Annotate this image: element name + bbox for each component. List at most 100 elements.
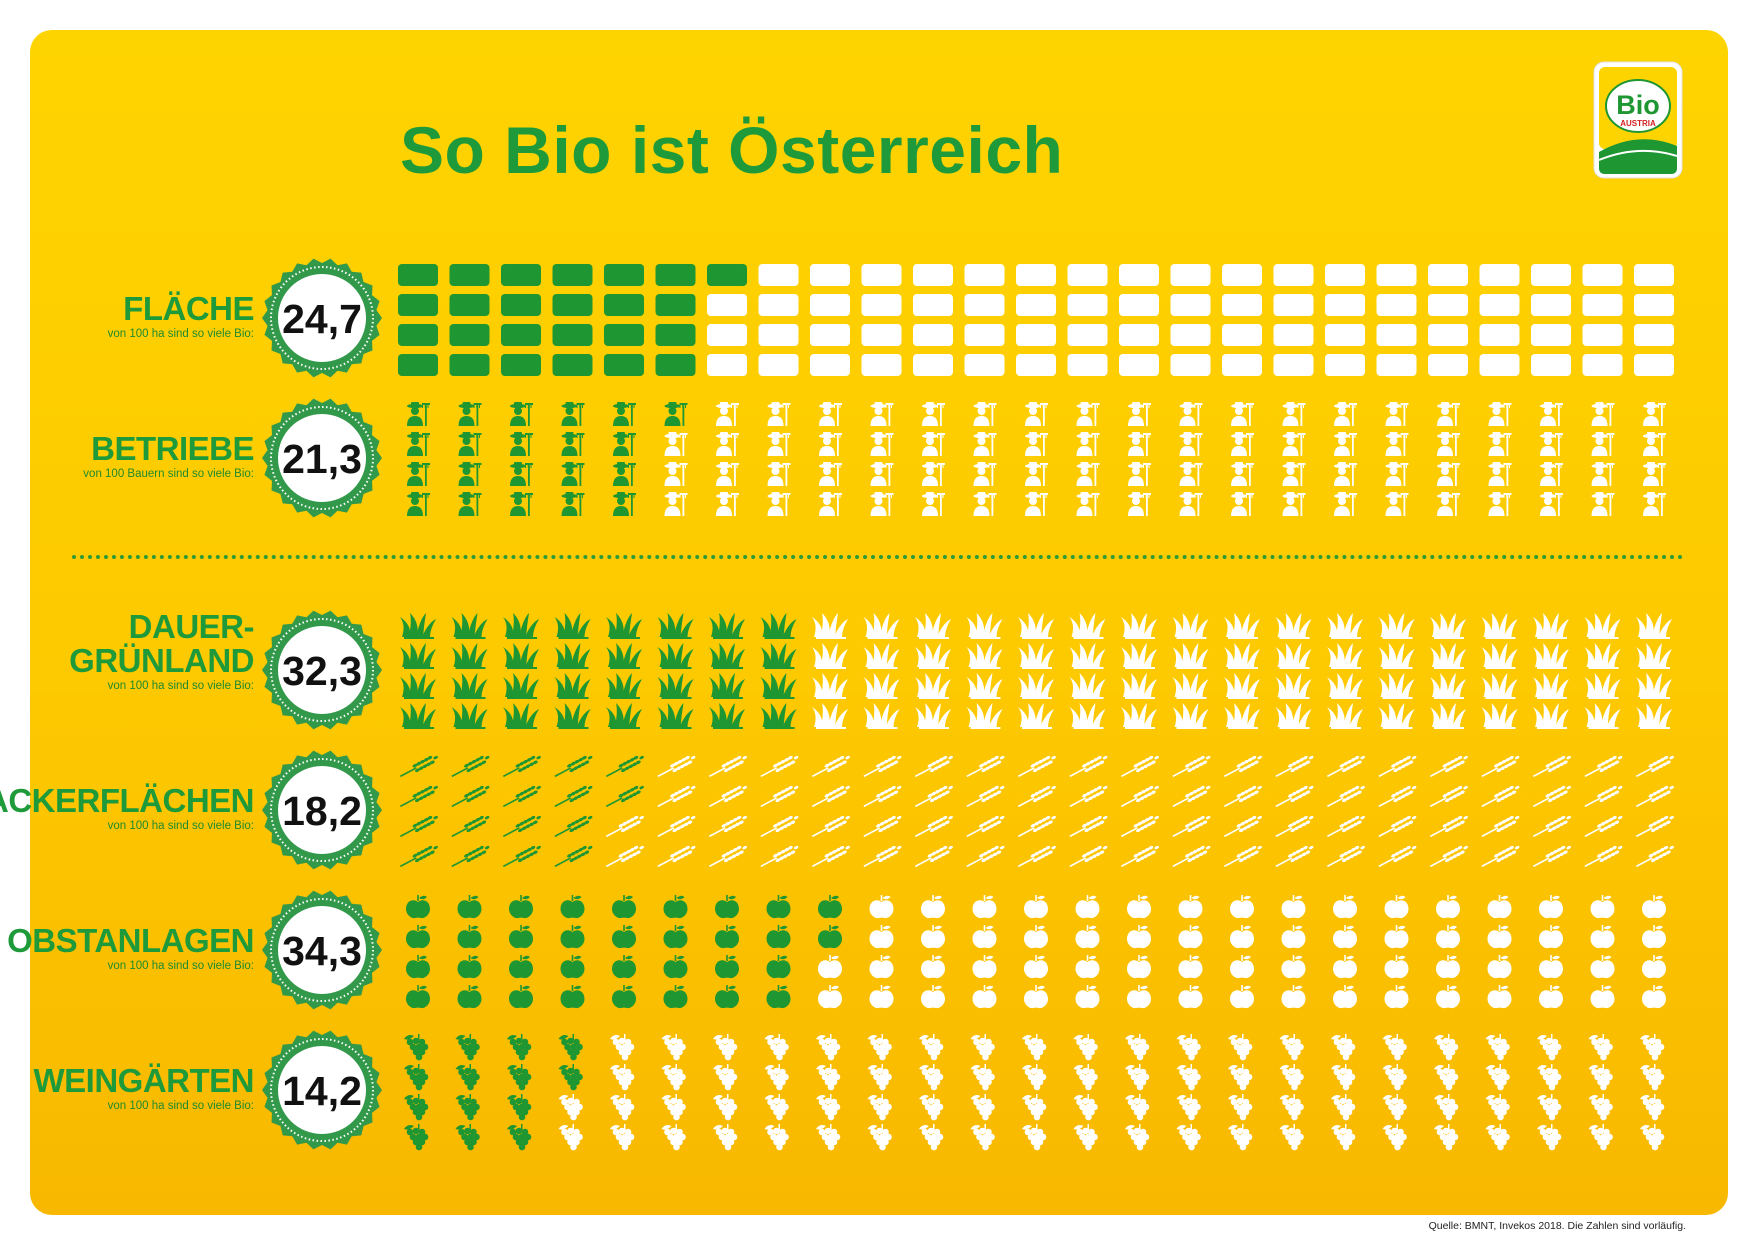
apple-icon xyxy=(457,895,482,919)
apple-icon xyxy=(715,985,739,1009)
farmer-icon xyxy=(973,462,997,486)
grass-icon xyxy=(863,613,900,639)
area-square-icon xyxy=(810,324,850,346)
area-square-icon xyxy=(861,354,902,376)
area-square-icon xyxy=(707,324,747,346)
apple-icon xyxy=(1178,895,1203,919)
wheat-icon xyxy=(1069,845,1108,868)
wheat-icon xyxy=(1223,755,1262,778)
apple-icon xyxy=(1487,895,1512,919)
area-square-icon xyxy=(1531,354,1571,376)
grapes-icon xyxy=(1537,1094,1562,1121)
area-square-icon xyxy=(604,264,644,286)
area-square-icon xyxy=(1531,264,1571,286)
area-square-icon xyxy=(501,264,541,286)
grapes-icon xyxy=(1125,1034,1150,1061)
area-square-icon xyxy=(1222,264,1262,286)
area-square-icon xyxy=(655,324,696,346)
farmer-icon xyxy=(510,402,533,426)
farmer-icon xyxy=(407,462,430,486)
row-label: WEINGÄRTEN xyxy=(33,1062,255,1099)
area-square-icon xyxy=(1016,354,1056,376)
farmer-icon xyxy=(1385,432,1409,456)
wheat-icon xyxy=(1017,845,1056,868)
apple-icon xyxy=(612,925,636,949)
grass-icon xyxy=(1018,643,1054,669)
wheat-icon xyxy=(1429,755,1468,778)
grass-icon xyxy=(400,613,436,639)
apple-icon xyxy=(1384,985,1409,1009)
row-subtitle: von 100 ha sind so viele Bio: xyxy=(107,1100,254,1112)
wheat-icon xyxy=(1532,845,1571,868)
wheat-icon xyxy=(605,845,644,868)
apple-icon xyxy=(818,895,842,919)
apple-icon xyxy=(869,955,894,979)
farmer-icon xyxy=(870,462,894,486)
area-square-icon xyxy=(1531,324,1571,346)
area-square-icon xyxy=(1119,294,1159,316)
grapes-icon xyxy=(404,1064,429,1091)
area-square-icon xyxy=(1016,324,1056,346)
wheat-icon xyxy=(708,755,747,778)
wheat-icon xyxy=(760,755,799,778)
wheat-icon xyxy=(1223,815,1262,838)
apple-icon xyxy=(1642,955,1666,979)
farmer-icon xyxy=(1488,402,1512,426)
grapes-icon xyxy=(1022,1064,1047,1091)
farmer-icon xyxy=(1591,432,1615,456)
row-subtitle: von 100 Bauern sind so viele Bio: xyxy=(83,468,254,480)
wheat-icon xyxy=(1635,845,1674,868)
farmer-icon xyxy=(1282,432,1306,456)
grass-icon xyxy=(1636,643,1672,669)
pictogram-grid-area-square xyxy=(398,264,1674,376)
grapes-icon xyxy=(1640,1094,1665,1121)
apple-icon xyxy=(457,925,482,949)
farmer-icon xyxy=(716,432,739,456)
grapes-icon xyxy=(1228,1034,1253,1061)
farmer-icon xyxy=(1231,432,1254,456)
area-square-icon xyxy=(758,324,799,346)
grass-icon xyxy=(1481,613,1518,639)
area-square-icon xyxy=(398,354,438,376)
pictogram-grid-apple xyxy=(406,895,1666,1009)
apple-icon xyxy=(972,895,997,919)
apple-icon xyxy=(818,925,842,949)
grass-icon xyxy=(1481,703,1518,729)
area-square-icon xyxy=(1376,264,1417,286)
grass-icon xyxy=(1018,673,1054,699)
wheat-icon xyxy=(1172,815,1211,838)
value-badge: 34,3 xyxy=(262,890,382,1010)
apple-icon xyxy=(1436,895,1460,919)
value-badge-text: 32,3 xyxy=(282,648,362,694)
grapes-icon xyxy=(661,1094,686,1121)
apple-icon xyxy=(972,985,997,1009)
wheat-icon xyxy=(811,845,850,868)
area-square-icon xyxy=(552,324,593,346)
grass-icon xyxy=(1533,613,1569,639)
apple-icon xyxy=(1281,985,1306,1009)
area-square-icon xyxy=(1222,324,1262,346)
wheat-icon xyxy=(1017,755,1056,778)
apple-icon xyxy=(921,895,945,919)
wheat-icon xyxy=(1429,845,1468,868)
wheat-icon xyxy=(1532,815,1571,838)
grass-icon xyxy=(709,613,745,639)
area-square-icon xyxy=(1170,264,1211,286)
grapes-icon xyxy=(764,1094,789,1121)
wheat-icon xyxy=(399,785,438,808)
apple-icon xyxy=(1642,895,1666,919)
apple-icon xyxy=(1230,955,1254,979)
grapes-icon xyxy=(1228,1064,1253,1091)
area-square-icon xyxy=(1376,324,1417,346)
grass-icon xyxy=(657,703,694,729)
farmer-icon xyxy=(1128,492,1151,516)
grass-icon xyxy=(1121,613,1157,639)
farmer-icon xyxy=(1076,492,1100,516)
grapes-icon xyxy=(1485,1124,1510,1151)
grapes-icon xyxy=(1279,1124,1304,1151)
area-square-icon xyxy=(1119,324,1159,346)
grass-icon xyxy=(812,703,848,729)
grass-icon xyxy=(1224,673,1260,699)
grapes-icon xyxy=(919,1124,944,1151)
source-note: Quelle: BMNT, Invekos 2018. Die Zahlen s… xyxy=(1428,1220,1686,1232)
